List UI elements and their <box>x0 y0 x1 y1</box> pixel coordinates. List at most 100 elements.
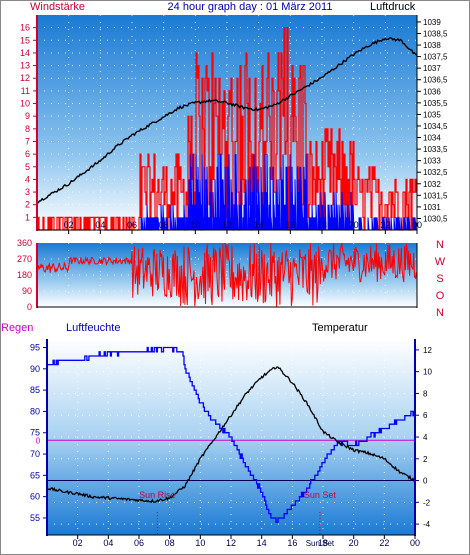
sun-annotations: Sun Rise Sun Set <box>139 490 336 535</box>
panel1-right-tick-label: 1036,5 <box>423 76 448 85</box>
panel1-x-tick-label: 04 <box>95 220 105 230</box>
panel3-right-tick-label: 2 <box>423 455 428 464</box>
panel3-left-tick-label: 55 <box>30 513 40 523</box>
panel3-x-tick-label: 10 <box>195 538 205 548</box>
panel1-right-tick-label: 1033 <box>423 157 441 166</box>
panel2-left-tick-label: 0 <box>27 302 32 312</box>
panel3-right-tick-labels: -4 -2 0 2 4 6 8 10 12 <box>415 346 432 529</box>
panel2-left-tick-label: 180 <box>17 270 32 280</box>
panel3-right-tick-label: 6 <box>423 411 428 420</box>
panel1-left-tick-label: 16 <box>20 23 30 33</box>
panel1-x-tick-label: 16 <box>285 220 295 230</box>
panel1-x-tick-label: 22 <box>380 220 390 230</box>
panel3-right-tick-label: -2 <box>423 498 431 507</box>
panel3-x-tick-label: 00 <box>410 538 420 548</box>
panel1-left-tick-label: 3 <box>25 187 30 197</box>
panel3-x-tick-labels: 02 04 06 08 10 12 14 16 18 20 22 00 Sun Set <box>73 535 420 548</box>
panel1-left-tick-label: 4 <box>25 174 30 184</box>
panel1-left-tick-label: 9 <box>25 111 30 121</box>
panel3-left-tick-label: 65 <box>30 470 40 480</box>
temperature-series <box>46 366 416 503</box>
panel1-right-tick-label: 1038 <box>423 41 441 50</box>
panel3-right-tick-label: 0 <box>423 477 428 486</box>
panel2-compass-label: N <box>436 307 444 319</box>
panel1-left-tick-label: 5 <box>25 162 30 172</box>
panel3-right-tick-label: 10 <box>423 368 432 377</box>
panel1-right-tick-label: 1034 <box>423 134 441 143</box>
panel3-x-tick-label: 02 <box>73 538 83 548</box>
panel2-left-tick-label: 360 <box>17 238 32 248</box>
panel3-left-tick-label: 80 <box>30 406 40 416</box>
panel1-right-tick-label: 1032,5 <box>423 168 448 177</box>
panel3-right-tick-label: -4 <box>423 520 431 529</box>
panel1-left-tick-label: 13 <box>20 61 30 71</box>
panel1-left-tick-label: 2 <box>25 200 30 210</box>
wind-direction-series <box>36 242 418 307</box>
panel2-left-tick-labels: 360 270 180 90 0 <box>17 238 32 312</box>
panel1-left-tick-label: 1 <box>25 212 30 222</box>
panel2-left-tick-label: 90 <box>22 286 32 296</box>
wind-strength-label: Windstärke <box>30 1 85 13</box>
panel2-compass-label: W <box>435 256 446 268</box>
panel1-right-tick-label: 1036 <box>423 87 441 96</box>
humidity-series <box>47 346 415 523</box>
panel1-left-tick-label: 11 <box>21 86 30 96</box>
panel3-sunset-tick-label: Sun Set <box>306 539 335 548</box>
panel3-right-tick-label: 4 <box>423 433 428 442</box>
panel3-x-tick-label: 06 <box>134 538 144 548</box>
panel1-right-tick-label: 1035 <box>423 110 441 119</box>
panel2-compass-label: N <box>436 239 444 251</box>
panel1-left-tick-label: 6 <box>25 149 30 159</box>
temperature-label: Temperatur <box>312 322 368 334</box>
panel1-left-tick-label: 10 <box>20 99 30 109</box>
panel1-left-tick-label: 15 <box>20 35 30 45</box>
panel1-right-tick-label: 1031,5 <box>423 191 448 200</box>
humidity-label: Luftfeuchte <box>66 322 120 334</box>
panel3-left-tick-label: 60 <box>30 492 40 502</box>
panel1-x-tick-label: 18 <box>317 220 327 230</box>
graph-title: 24 hour graph day : 01 März 2011 <box>168 1 333 13</box>
panel1-right-tick-labels: 1030,5 1031 1031,5 1032 1032,5 1033 1033,5 1034… <box>417 18 448 223</box>
sun-annotation-label: Sun Rise <box>139 490 176 500</box>
panel1-right-tick-label: 1030,5 <box>423 214 448 223</box>
panel3-left-tick-label: 95 <box>30 343 40 353</box>
panel1-x-tick-label: 10 <box>190 220 200 230</box>
panel1-x-tick-label: 08 <box>159 220 169 230</box>
panel1-x-tick-label: 06 <box>127 220 137 230</box>
panel1-right-tick-label: 1033,5 <box>423 145 448 154</box>
panel1-x-tick-label: 02 <box>64 220 74 230</box>
panel3-x-tick-label: 12 <box>226 538 236 548</box>
panel3-x-tick-label: 14 <box>257 538 267 548</box>
panel1-right-tick-label: 1037,5 <box>423 53 448 62</box>
pressure-series <box>36 36 418 205</box>
panel1-x-tick-label: 12 <box>222 220 232 230</box>
panel1-x-tick-label: 14 <box>254 220 264 230</box>
panel1-left-tick-label: 14 <box>20 48 30 58</box>
panel3-left-tick-label: 85 <box>30 385 40 395</box>
panel3-x-tick-label: 20 <box>349 538 359 548</box>
panel3-left-tick-label: 75 <box>30 428 40 438</box>
panel3-left-tick-labels: 55 60 65 70 75 80 85 90 95 <box>30 343 47 523</box>
panel1-right-tick-label: 1035,5 <box>423 99 448 108</box>
panel1-x-tick-label: 20 <box>349 220 359 230</box>
panel1-right-tick-label: 1037 <box>423 64 441 73</box>
panel1-right-tick-label: 1032 <box>423 180 441 189</box>
panel2-left-tick-label: 270 <box>17 254 32 264</box>
panel3-left-tick-label: 90 <box>30 364 40 374</box>
panel1-right-tick-label: 1039 <box>423 18 441 27</box>
panel2-compass-label: O <box>436 290 445 302</box>
sun-annotation-label: Sun Set <box>304 490 337 500</box>
panel1-x-tick-label: 00 <box>412 220 422 230</box>
panel1-left-tick-label: 7 <box>25 136 30 146</box>
panel3-x-tick-label: 16 <box>287 538 297 548</box>
panel1-right-tick-label: 1034,5 <box>423 122 448 131</box>
panel3-x-tick-label: 04 <box>103 538 113 548</box>
panel1-right-tick-label: 1031 <box>423 203 441 212</box>
rain-zero-tick-label: 0 <box>36 436 41 445</box>
panel3-x-tick-label: 08 <box>165 538 175 548</box>
panel3-x-tick-label: 18 <box>318 538 328 548</box>
